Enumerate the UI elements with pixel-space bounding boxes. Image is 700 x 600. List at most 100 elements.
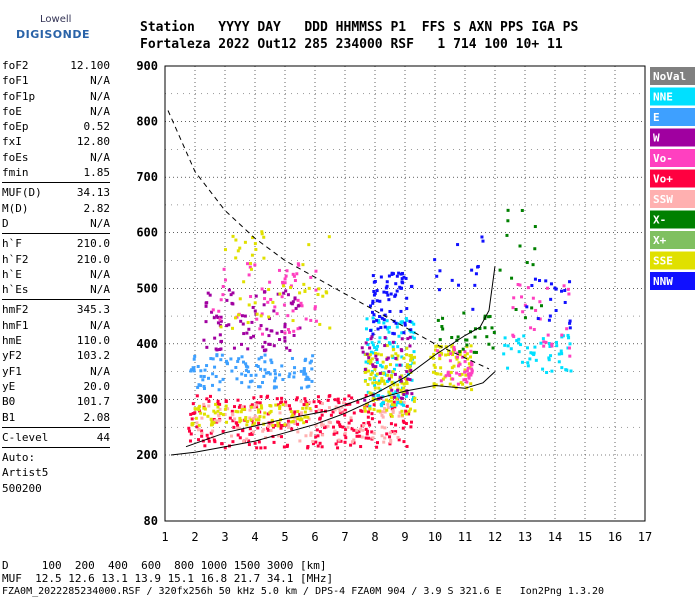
echo-point — [283, 325, 287, 329]
echo-point — [304, 399, 308, 403]
echo-point — [433, 365, 437, 369]
param-group-confidence: C-level 44 — [2, 430, 110, 445]
echo-point — [409, 328, 413, 332]
autoscaling-info: Auto: Artist5 500200 — [2, 450, 110, 496]
echo-point — [510, 276, 514, 280]
echo-point — [468, 355, 472, 359]
echo-point — [391, 356, 395, 360]
echo-point — [485, 335, 489, 339]
echo-point — [259, 324, 263, 328]
echo-point — [291, 272, 295, 276]
echo-point — [274, 403, 278, 407]
echo-point — [369, 359, 373, 363]
echo-point — [395, 363, 399, 367]
echo-point — [293, 297, 297, 301]
echo-point — [247, 303, 251, 307]
echo-point — [364, 394, 368, 398]
echo-point — [287, 375, 291, 379]
echo-point — [254, 418, 258, 422]
echo-point — [392, 332, 396, 336]
divider — [2, 182, 110, 184]
echo-point — [372, 289, 376, 293]
echo-point — [522, 334, 526, 338]
echo-point — [392, 347, 396, 351]
echo-point — [209, 431, 213, 435]
echo-point — [531, 296, 535, 300]
y-tick-label: 900 — [136, 59, 158, 73]
echo-point — [315, 428, 319, 432]
echo-point — [371, 301, 375, 305]
echo-point — [517, 341, 521, 345]
echo-point — [385, 280, 389, 284]
echo-point — [262, 235, 266, 239]
echo-point — [557, 352, 561, 356]
echo-point — [296, 327, 300, 331]
x-tick-label: 2 — [191, 530, 198, 544]
echo-point — [305, 403, 309, 407]
echo-point — [302, 282, 306, 286]
legend-label: Vo- — [653, 152, 673, 165]
echo-point — [253, 301, 257, 305]
echo-point — [400, 402, 404, 406]
echo-point — [218, 333, 222, 337]
echo-point — [299, 399, 303, 403]
echo-point — [247, 327, 251, 331]
echo-point — [259, 404, 263, 408]
echo-point — [377, 386, 381, 390]
echo-point — [264, 371, 268, 375]
echo-point — [259, 446, 263, 450]
echo-point — [214, 402, 218, 406]
echo-point — [364, 341, 368, 345]
echo-point — [318, 416, 322, 420]
echo-point — [389, 438, 393, 442]
echo-point — [431, 370, 435, 374]
echo-point — [282, 284, 286, 288]
echo-point — [379, 363, 383, 367]
echo-point — [462, 378, 466, 382]
echo-point — [400, 413, 404, 417]
echo-point — [378, 420, 382, 424]
echo-point — [292, 333, 296, 337]
echo-point — [344, 427, 348, 431]
echo-point — [462, 311, 466, 315]
echo-point — [242, 405, 246, 409]
param-row: h`F 210.0 — [2, 236, 110, 251]
echo-point — [365, 317, 369, 321]
echo-point — [226, 407, 230, 411]
echo-point — [258, 385, 262, 389]
echo-point — [314, 404, 318, 408]
echo-point — [412, 350, 416, 354]
x-tick-labels: 1 2 3 4 5 6 7 8 9 10 11 12 13 14 15 16 17 — [161, 530, 652, 544]
echo-point — [525, 346, 529, 350]
echo-point — [307, 377, 311, 381]
echo-point — [223, 446, 227, 450]
echo-point — [405, 296, 409, 300]
echo-point — [251, 236, 255, 240]
echo-point — [242, 280, 246, 284]
echo-point — [349, 418, 353, 422]
param-row: foEp 0.52 — [2, 119, 110, 134]
echo-point — [385, 326, 389, 330]
echo-point — [392, 383, 396, 387]
echo-point — [404, 394, 408, 398]
echo-point — [282, 303, 286, 307]
echo-point — [284, 274, 288, 278]
echo-point — [367, 410, 371, 414]
echo-point — [567, 336, 571, 340]
echo-point — [193, 411, 197, 415]
echo-point — [188, 429, 192, 433]
echo-point — [299, 369, 303, 373]
echo-point — [233, 417, 237, 421]
echo-point — [373, 386, 377, 390]
echo-point — [257, 357, 261, 361]
echo-point — [272, 440, 276, 444]
echo-point — [368, 346, 372, 350]
param-row: M(D) 2.82 — [2, 201, 110, 216]
echo-point — [244, 362, 248, 366]
echo-point — [236, 426, 240, 430]
echo-point — [366, 429, 370, 433]
echo-point — [532, 327, 536, 331]
echo-point — [369, 361, 373, 365]
echo-point — [332, 432, 336, 436]
echo-point — [383, 325, 387, 329]
